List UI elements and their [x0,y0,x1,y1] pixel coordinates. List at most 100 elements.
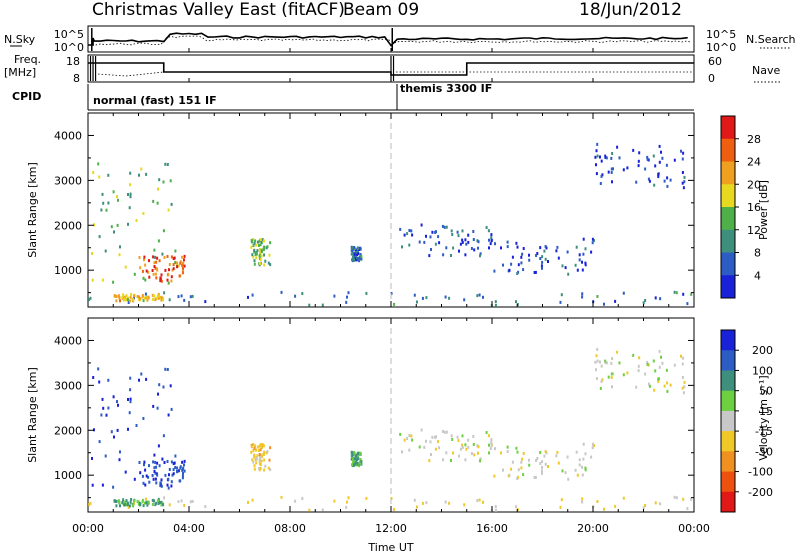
velocity-cell [180,499,183,503]
power-cell [681,157,684,161]
power-cell [352,252,354,256]
velocity-cell [472,443,475,446]
power-cell [129,195,132,199]
power-cell [601,173,604,177]
velocity-cell [170,480,173,484]
velocity-cell [506,450,509,454]
power-cell [138,173,140,177]
colorbar-tick-label: 15 [759,405,773,418]
velocity-cell [611,385,613,389]
velocity-cell [408,448,411,452]
nsearch-tick-label: 10^5 [706,28,736,41]
power-cell [533,271,536,274]
nsearch-label: N.Search [746,33,796,46]
power-cell [129,183,132,187]
power-cell [358,259,361,263]
colorbar-swatch [721,252,735,276]
power-cell [610,156,613,160]
colorbar-swatch [721,370,735,392]
velocity-cell [461,443,464,447]
velocity-cell [541,471,543,475]
y-tick-label: 2000 [54,424,82,437]
velocity-cell [129,397,132,401]
velocity-cell [127,427,129,431]
velocity-cell [511,460,514,464]
velocity-cell [142,504,145,508]
power-cell [584,247,587,251]
power-cell [690,292,693,296]
power-cell [539,257,542,260]
velocity-cell [89,501,92,505]
velocity-cell [174,466,177,469]
power-cell [354,257,357,261]
velocity-cell [516,477,519,480]
velocity-cell [581,473,584,477]
velocity-cell [533,476,536,479]
power-cell [158,178,161,182]
velocity-cell [101,397,104,401]
power-cell [493,269,496,273]
velocity-cell [476,499,479,503]
power-cell [463,298,466,302]
power-cell [269,241,272,245]
power-cell [153,261,156,265]
power-cell [520,255,523,259]
velocity-cell [130,498,133,501]
velocity-cell [669,383,672,387]
power-cell [351,246,354,250]
power-cell [452,246,455,250]
velocity-cell [176,470,179,474]
velocity-cell [647,363,650,367]
velocity-cell [632,353,635,357]
velocity-cell [263,468,266,472]
power-cell [359,246,362,250]
power-cell [544,257,547,261]
velocity-cell [591,446,594,450]
velocity-cell [438,446,441,450]
velocity-cell [91,483,94,487]
velocity-cell [88,503,91,507]
velocity-cell [252,460,255,464]
velocity-cell [582,442,585,446]
power-cell [359,256,362,260]
nsky-tick-label: 10^5 [54,28,84,41]
velocity-cell [164,473,167,477]
velocity-cell [358,461,361,465]
power-cell [160,298,163,302]
velocity-cell [119,450,121,454]
velocity-cell [122,498,125,502]
velocity-cell [456,435,459,439]
velocity-cell [145,474,148,478]
power-y-axis-label: Slant Range [km] [26,162,39,258]
velocity-cell [547,465,549,468]
colorbar-tick-label: -200 [748,486,773,499]
power-cell [204,300,207,304]
power-cell [280,290,283,294]
power-cell [262,247,265,251]
power-cell [431,230,434,234]
velocity-cell [544,450,547,453]
velocity-cell [464,458,467,462]
power-cell [124,298,127,302]
power-cell [632,148,635,152]
power-cell [490,233,493,237]
power-cell [681,181,684,185]
power-cell [154,266,157,270]
power-cell [618,156,621,160]
velocity-cell [167,486,170,490]
velocity-cell [663,384,666,388]
velocity-cell [595,354,598,358]
velocity-cell [116,428,119,432]
power-cell [127,301,130,304]
power-cell [153,265,156,268]
velocity-cell [425,439,427,443]
power-cell [557,256,560,260]
power-cell [660,150,662,154]
velocity-cell [352,457,354,461]
power-cell [169,179,172,183]
power-cell [260,250,263,254]
power-cell [132,298,135,301]
colorbar-tick-label: 28 [747,133,761,146]
colorbar-swatch [721,229,735,253]
colorbar-tick-label: 200 [752,344,773,357]
